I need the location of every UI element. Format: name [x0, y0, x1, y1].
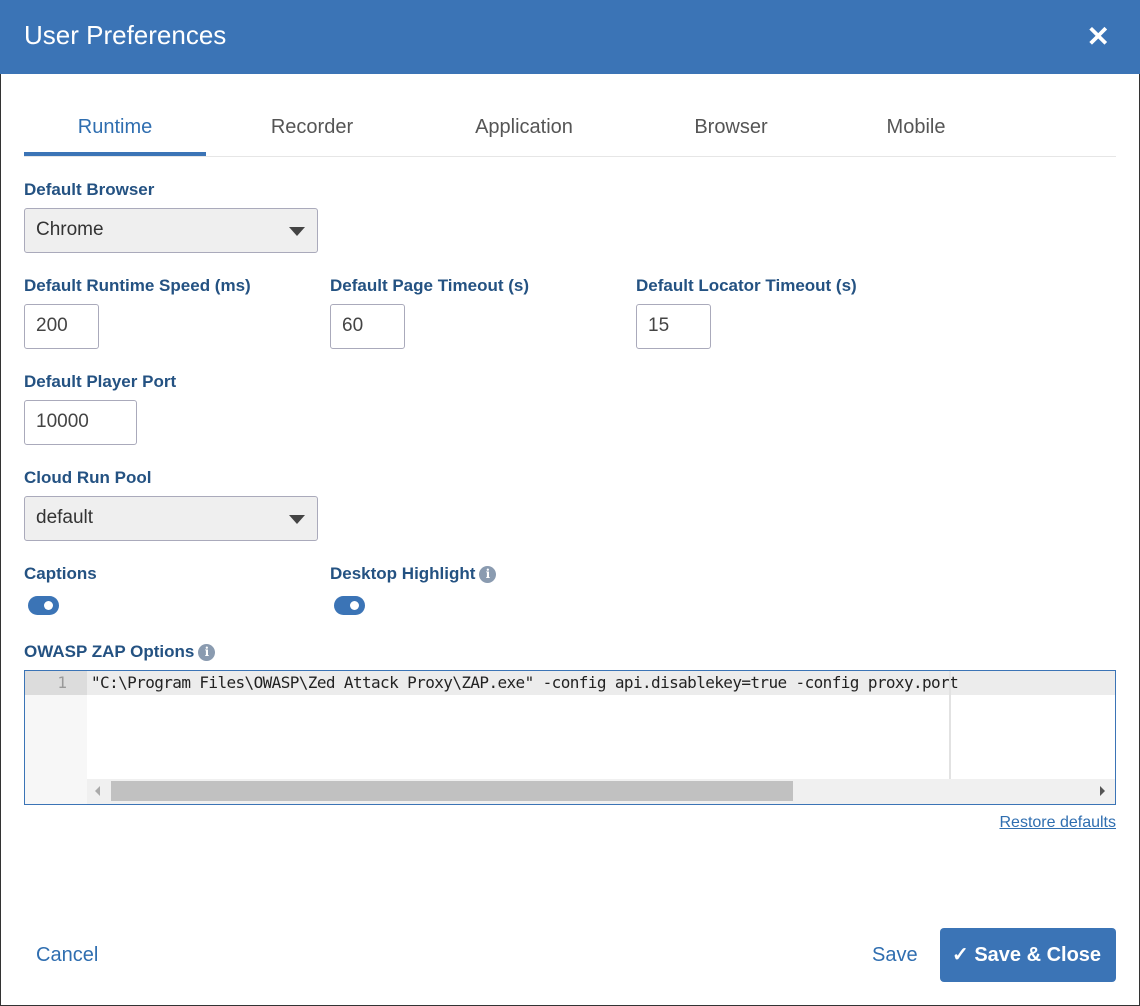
scrollbar-thumb[interactable]	[111, 781, 793, 801]
dialog-title: User Preferences	[24, 20, 227, 50]
cloud-run-pool-value: default	[36, 507, 94, 528]
cloud-run-pool-select[interactable]: default	[24, 496, 318, 541]
tab-mobile[interactable]: Mobile	[886, 116, 946, 138]
default-browser-select[interactable]: Chrome	[24, 208, 318, 253]
page-timeout-input[interactable]: 60	[330, 304, 405, 349]
caret-down-icon	[289, 515, 305, 524]
player-port-input[interactable]: 10000	[24, 400, 137, 445]
active-line-gutter	[25, 671, 87, 695]
line-number: 1	[57, 673, 67, 692]
tab-browser[interactable]: Browser	[694, 116, 768, 138]
caret-down-icon	[289, 227, 305, 236]
locator-timeout-label: Default Locator Timeout (s)	[636, 276, 857, 295]
cancel-button[interactable]: Cancel	[36, 944, 99, 966]
scroll-left-icon[interactable]	[95, 786, 100, 796]
info-icon[interactable]: i	[479, 566, 497, 583]
desktop-highlight-toggle[interactable]	[334, 596, 365, 615]
desktop-highlight-label-wrap: Desktop Highlight i	[330, 564, 497, 584]
desktop-highlight-label: Desktop Highlight	[330, 564, 476, 583]
tab-runtime[interactable]: Runtime	[77, 116, 153, 138]
cloud-run-pool-label: Cloud Run Pool	[24, 468, 152, 487]
default-browser-label: Default Browser	[24, 180, 155, 199]
runtime-speed-input[interactable]: 200	[24, 304, 99, 349]
save-button[interactable]: Save	[872, 944, 918, 966]
locator-timeout-input[interactable]: 15	[636, 304, 711, 349]
captions-label: Captions	[24, 564, 97, 583]
zap-options-editor[interactable]: 1 "C:\Program Files\OWASP\Zed Attack Pro…	[24, 670, 1116, 805]
zap-options-label-wrap: OWASP ZAP Options i	[24, 642, 216, 662]
tab-recorder[interactable]: Recorder	[270, 116, 354, 138]
print-margin	[949, 671, 951, 779]
check-icon: ✓	[952, 944, 975, 966]
dialog-header: User Preferences ✕	[0, 0, 1140, 74]
active-tab-indicator	[24, 152, 206, 156]
code-line[interactable]: "C:\Program Files\OWASP\Zed Attack Proxy…	[91, 673, 959, 692]
default-browser-value: Chrome	[36, 219, 104, 240]
save-close-label: Save & Close	[974, 944, 1102, 966]
zap-options-label: OWASP ZAP Options	[24, 642, 195, 661]
tab-bar: Runtime Recorder Application Browser Mob…	[24, 100, 1116, 157]
captions-toggle[interactable]	[28, 596, 59, 615]
restore-defaults-link[interactable]: Restore defaults	[999, 814, 1116, 831]
runtime-speed-label: Default Runtime Speed (ms)	[24, 276, 251, 295]
tab-application[interactable]: Application	[475, 116, 573, 138]
player-port-label: Default Player Port	[24, 372, 177, 391]
close-icon[interactable]: ✕	[1086, 21, 1110, 52]
scroll-right-icon[interactable]	[1100, 786, 1105, 796]
page-timeout-label: Default Page Timeout (s)	[330, 276, 529, 295]
active-line	[25, 671, 1115, 695]
info-icon[interactable]: i	[198, 644, 216, 661]
horizontal-scrollbar[interactable]	[87, 779, 1115, 804]
save-close-button[interactable]: ✓ Save & Close	[940, 928, 1116, 982]
